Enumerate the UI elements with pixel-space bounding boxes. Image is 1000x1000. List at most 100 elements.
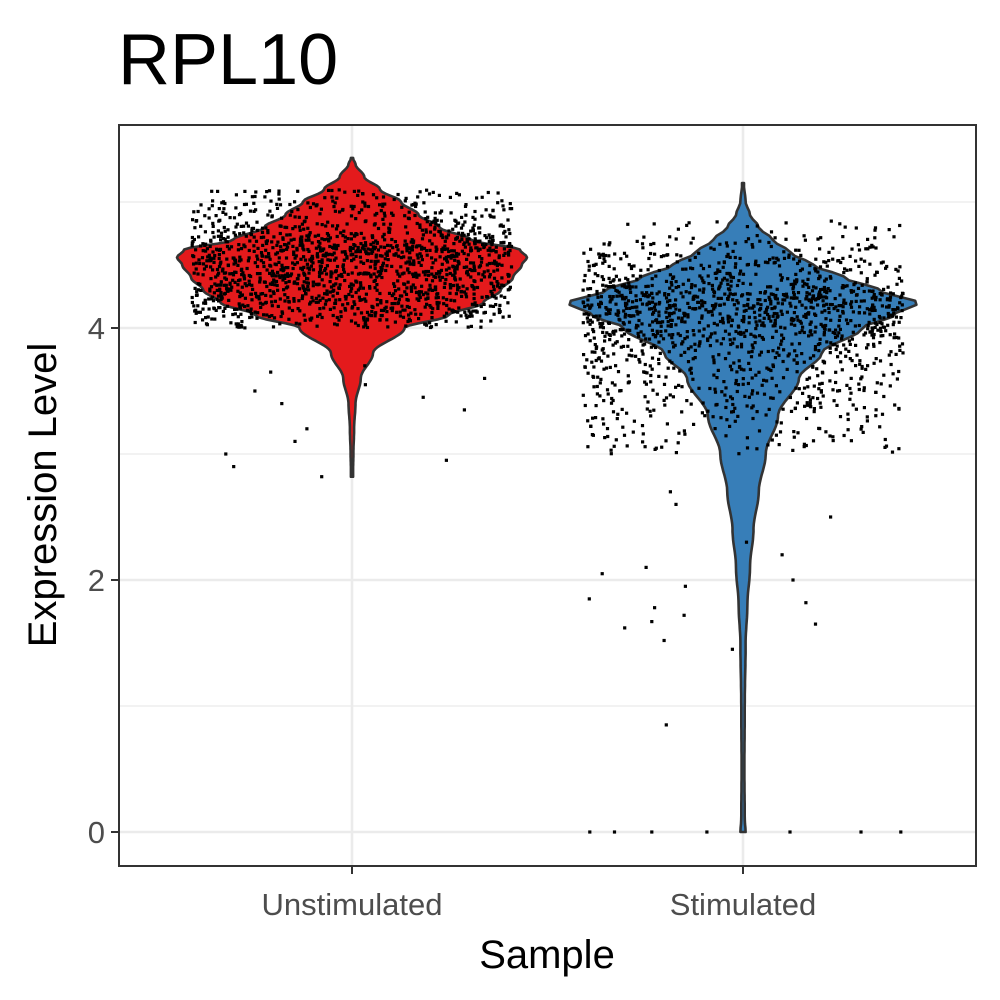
data-point-stimulated [653, 447, 657, 451]
data-point-stimulated [809, 320, 813, 324]
data-point-stimulated [896, 307, 900, 311]
data-point-stimulated [889, 291, 893, 295]
data-point-stimulated [603, 339, 607, 343]
data-point-unstimulated [494, 303, 498, 307]
data-point-stimulated [761, 321, 765, 325]
data-point-unstimulated [268, 289, 272, 293]
data-point-stimulated [685, 330, 689, 334]
data-point-stimulated [744, 240, 748, 244]
data-point-unstimulated [317, 260, 321, 264]
data-point-stimulated [691, 267, 695, 271]
data-point-unstimulated [332, 283, 336, 287]
data-point-stimulated [712, 307, 716, 311]
data-point-stimulated [811, 365, 815, 369]
data-point-stimulated [602, 367, 606, 371]
data-point-unstimulated [443, 281, 447, 285]
data-point-stimulated [649, 251, 653, 256]
data-point-stimulated [823, 289, 827, 294]
data-point-stimulated [678, 308, 682, 312]
data-point-unstimulated [402, 271, 406, 275]
data-point-stimulated [602, 253, 606, 258]
y-axis-title: Expression Level [21, 343, 65, 648]
data-point-stimulated [792, 430, 796, 434]
data-point-unstimulated [464, 295, 469, 299]
data-point-unstimulated [295, 261, 299, 265]
data-point-unstimulated [258, 301, 262, 305]
data-point-stimulated [630, 285, 634, 289]
data-point-unstimulated [354, 265, 358, 269]
data-point-unstimulated [331, 224, 335, 228]
data-point-unstimulated [463, 245, 467, 249]
data-point-stimulated [825, 302, 829, 306]
data-point-stimulated [780, 333, 784, 337]
data-point-unstimulated [373, 213, 377, 217]
data-point-stimulated [835, 403, 839, 407]
data-point-stimulated [806, 385, 810, 389]
data-point-stimulated [872, 293, 876, 297]
data-point-unstimulated [422, 246, 427, 250]
data-point-stimulated [756, 302, 760, 306]
data-point-stimulated [652, 241, 656, 246]
data-point-unstimulated [244, 202, 248, 206]
data-point-stimulated [657, 302, 661, 306]
data-point-unstimulated [453, 278, 458, 282]
data-point-stimulated [651, 320, 655, 324]
data-point-unstimulated [442, 285, 446, 289]
data-point-unstimulated [278, 297, 282, 301]
outlier-point-stimulated [899, 830, 903, 834]
data-point-unstimulated [320, 237, 324, 241]
data-point-unstimulated [510, 207, 514, 211]
data-point-stimulated [763, 260, 768, 264]
data-point-stimulated [891, 292, 895, 296]
data-point-stimulated [888, 295, 893, 299]
data-point-stimulated [641, 432, 645, 436]
data-point-unstimulated [466, 232, 470, 237]
data-point-stimulated [802, 330, 806, 335]
data-point-stimulated [769, 244, 773, 249]
data-point-stimulated [657, 310, 661, 314]
data-point-unstimulated [447, 229, 451, 233]
data-point-unstimulated [451, 273, 455, 277]
data-point-unstimulated [358, 255, 362, 259]
data-point-stimulated [652, 408, 656, 412]
data-point-unstimulated [304, 215, 308, 220]
data-point-unstimulated [274, 279, 279, 284]
data-point-unstimulated [223, 201, 227, 206]
data-point-stimulated [839, 260, 843, 265]
data-point-stimulated [674, 298, 678, 302]
data-point-stimulated [589, 247, 593, 251]
data-point-stimulated [754, 320, 758, 324]
data-point-stimulated [892, 311, 896, 315]
outlier-point-stimulated [705, 830, 709, 834]
data-point-unstimulated [390, 264, 394, 268]
data-point-unstimulated [228, 281, 232, 285]
data-point-unstimulated [473, 268, 477, 273]
data-point-unstimulated [338, 210, 342, 214]
data-point-unstimulated [302, 273, 306, 277]
data-point-unstimulated [342, 267, 346, 272]
data-point-stimulated [878, 321, 882, 325]
data-point-unstimulated [449, 211, 453, 215]
data-point-unstimulated [212, 260, 216, 264]
data-point-unstimulated [358, 286, 362, 290]
data-point-stimulated [805, 283, 809, 287]
data-point-stimulated [726, 287, 731, 291]
data-point-stimulated [773, 324, 777, 328]
data-point-stimulated [727, 332, 731, 336]
data-point-stimulated [622, 433, 627, 437]
data-point-unstimulated [294, 254, 298, 258]
data-point-unstimulated [298, 243, 302, 247]
data-point-unstimulated [286, 274, 290, 278]
data-point-unstimulated [425, 220, 429, 224]
data-point-unstimulated [238, 259, 242, 263]
data-point-stimulated [735, 299, 739, 303]
data-point-stimulated [794, 305, 798, 309]
data-point-unstimulated [369, 275, 373, 279]
outlier-point-unstimulated [320, 475, 324, 479]
data-point-stimulated [896, 269, 900, 273]
data-point-stimulated [669, 323, 673, 327]
data-point-stimulated [741, 272, 746, 276]
data-point-unstimulated [292, 250, 296, 254]
data-point-stimulated [844, 301, 848, 305]
data-point-stimulated [667, 293, 671, 297]
